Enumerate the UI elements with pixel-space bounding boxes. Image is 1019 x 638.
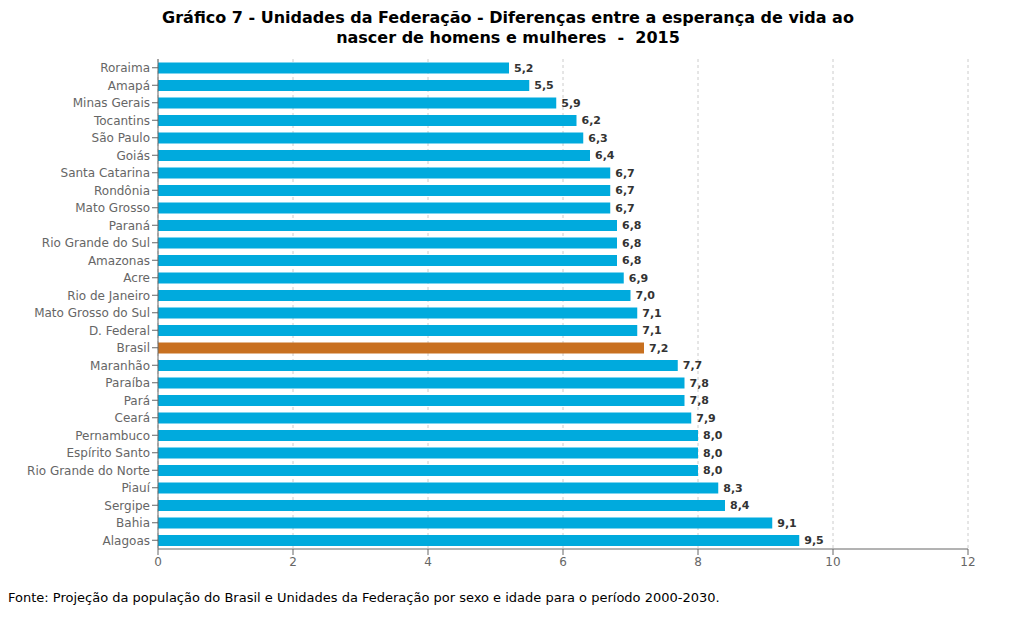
svg-text:D. Federal: D. Federal — [89, 324, 150, 338]
svg-text:6,8: 6,8 — [622, 254, 642, 267]
svg-text:2: 2 — [289, 555, 297, 569]
svg-text:Maranhão: Maranhão — [90, 359, 150, 373]
svg-text:6,8: 6,8 — [622, 237, 642, 250]
svg-text:10: 10 — [825, 555, 840, 569]
svg-text:12: 12 — [960, 555, 975, 569]
svg-text:Mato Grosso: Mato Grosso — [75, 201, 150, 215]
svg-text:7,9: 7,9 — [696, 412, 716, 425]
svg-text:8,0: 8,0 — [703, 429, 723, 442]
svg-text:5,5: 5,5 — [534, 79, 554, 92]
svg-text:Paraná: Paraná — [109, 219, 150, 233]
svg-text:Ceará: Ceará — [115, 411, 150, 425]
svg-text:Pernambuco: Pernambuco — [75, 429, 150, 443]
svg-text:7,8: 7,8 — [690, 394, 710, 407]
svg-text:Rio de Janeiro: Rio de Janeiro — [67, 289, 150, 303]
svg-text:Rondônia: Rondônia — [94, 184, 150, 198]
svg-text:5,2: 5,2 — [514, 62, 534, 75]
svg-text:6,9: 6,9 — [629, 272, 649, 285]
svg-text:Brasil: Brasil — [117, 341, 150, 355]
svg-text:4: 4 — [424, 555, 432, 569]
html-text:Gráfico 7 - Unidades da Federa: Gráfico 7 - Unidades da Federação - Dife… — [162, 8, 854, 47]
svg-text:6,4: 6,4 — [595, 149, 615, 162]
svg-text:Espírito Santo: Espírito Santo — [66, 446, 150, 460]
svg-text:5,9: 5,9 — [561, 97, 581, 110]
svg-text:6,7: 6,7 — [615, 167, 635, 180]
svg-text:6,7: 6,7 — [615, 184, 635, 197]
svg-text:8,3: 8,3 — [723, 482, 743, 495]
svg-text:Paraíba: Paraíba — [105, 376, 150, 390]
svg-text:Sergipe: Sergipe — [104, 499, 150, 513]
svg-text:Rio Grande do Norte: Rio Grande do Norte — [27, 464, 150, 478]
svg-text:Amapá: Amapá — [108, 79, 150, 93]
svg-text:7,7: 7,7 — [683, 359, 703, 372]
svg-text:7,0: 7,0 — [636, 289, 656, 302]
svg-text:Roraima: Roraima — [100, 61, 150, 75]
svg-text:7,1: 7,1 — [642, 324, 662, 337]
svg-text:Piauí: Piauí — [121, 481, 150, 495]
svg-text:Alagoas: Alagoas — [103, 534, 150, 548]
svg-text:8,0: 8,0 — [703, 447, 723, 460]
svg-text:7,2: 7,2 — [649, 342, 669, 355]
html-text:Fonte: Projeção da população d: Fonte: Projeção da população do Brasil e… — [8, 590, 720, 605]
svg-text:Pará: Pará — [124, 394, 150, 408]
svg-text:Bahia: Bahia — [116, 516, 150, 530]
svg-text:Acre: Acre — [123, 271, 150, 285]
svg-text:6,7: 6,7 — [615, 202, 635, 215]
svg-text:6,3: 6,3 — [588, 132, 608, 145]
svg-text:6,8: 6,8 — [622, 219, 642, 232]
svg-text:7,1: 7,1 — [642, 307, 662, 320]
svg-text:6: 6 — [559, 555, 567, 569]
svg-text:Rio Grande do Sul: Rio Grande do Sul — [42, 236, 150, 250]
svg-text:Mato Grosso do Sul: Mato Grosso do Sul — [34, 306, 150, 320]
svg-text:São Paulo: São Paulo — [92, 131, 150, 145]
svg-text:Amazonas: Amazonas — [88, 254, 150, 268]
svg-text:7,8: 7,8 — [690, 377, 710, 390]
svg-text:0: 0 — [154, 555, 162, 569]
svg-text:8: 8 — [694, 555, 702, 569]
svg-text:Minas Gerais: Minas Gerais — [73, 96, 150, 110]
svg-text:9,1: 9,1 — [777, 517, 797, 530]
svg-text:9,5: 9,5 — [804, 534, 824, 547]
svg-text:Tocantins: Tocantins — [93, 114, 150, 128]
svg-text:Santa Catarina: Santa Catarina — [61, 166, 150, 180]
svg-text:6,2: 6,2 — [582, 114, 602, 127]
svg-text:8,4: 8,4 — [730, 499, 750, 512]
svg-text:Goiás: Goiás — [116, 149, 150, 163]
svg-text:8,0: 8,0 — [703, 464, 723, 477]
